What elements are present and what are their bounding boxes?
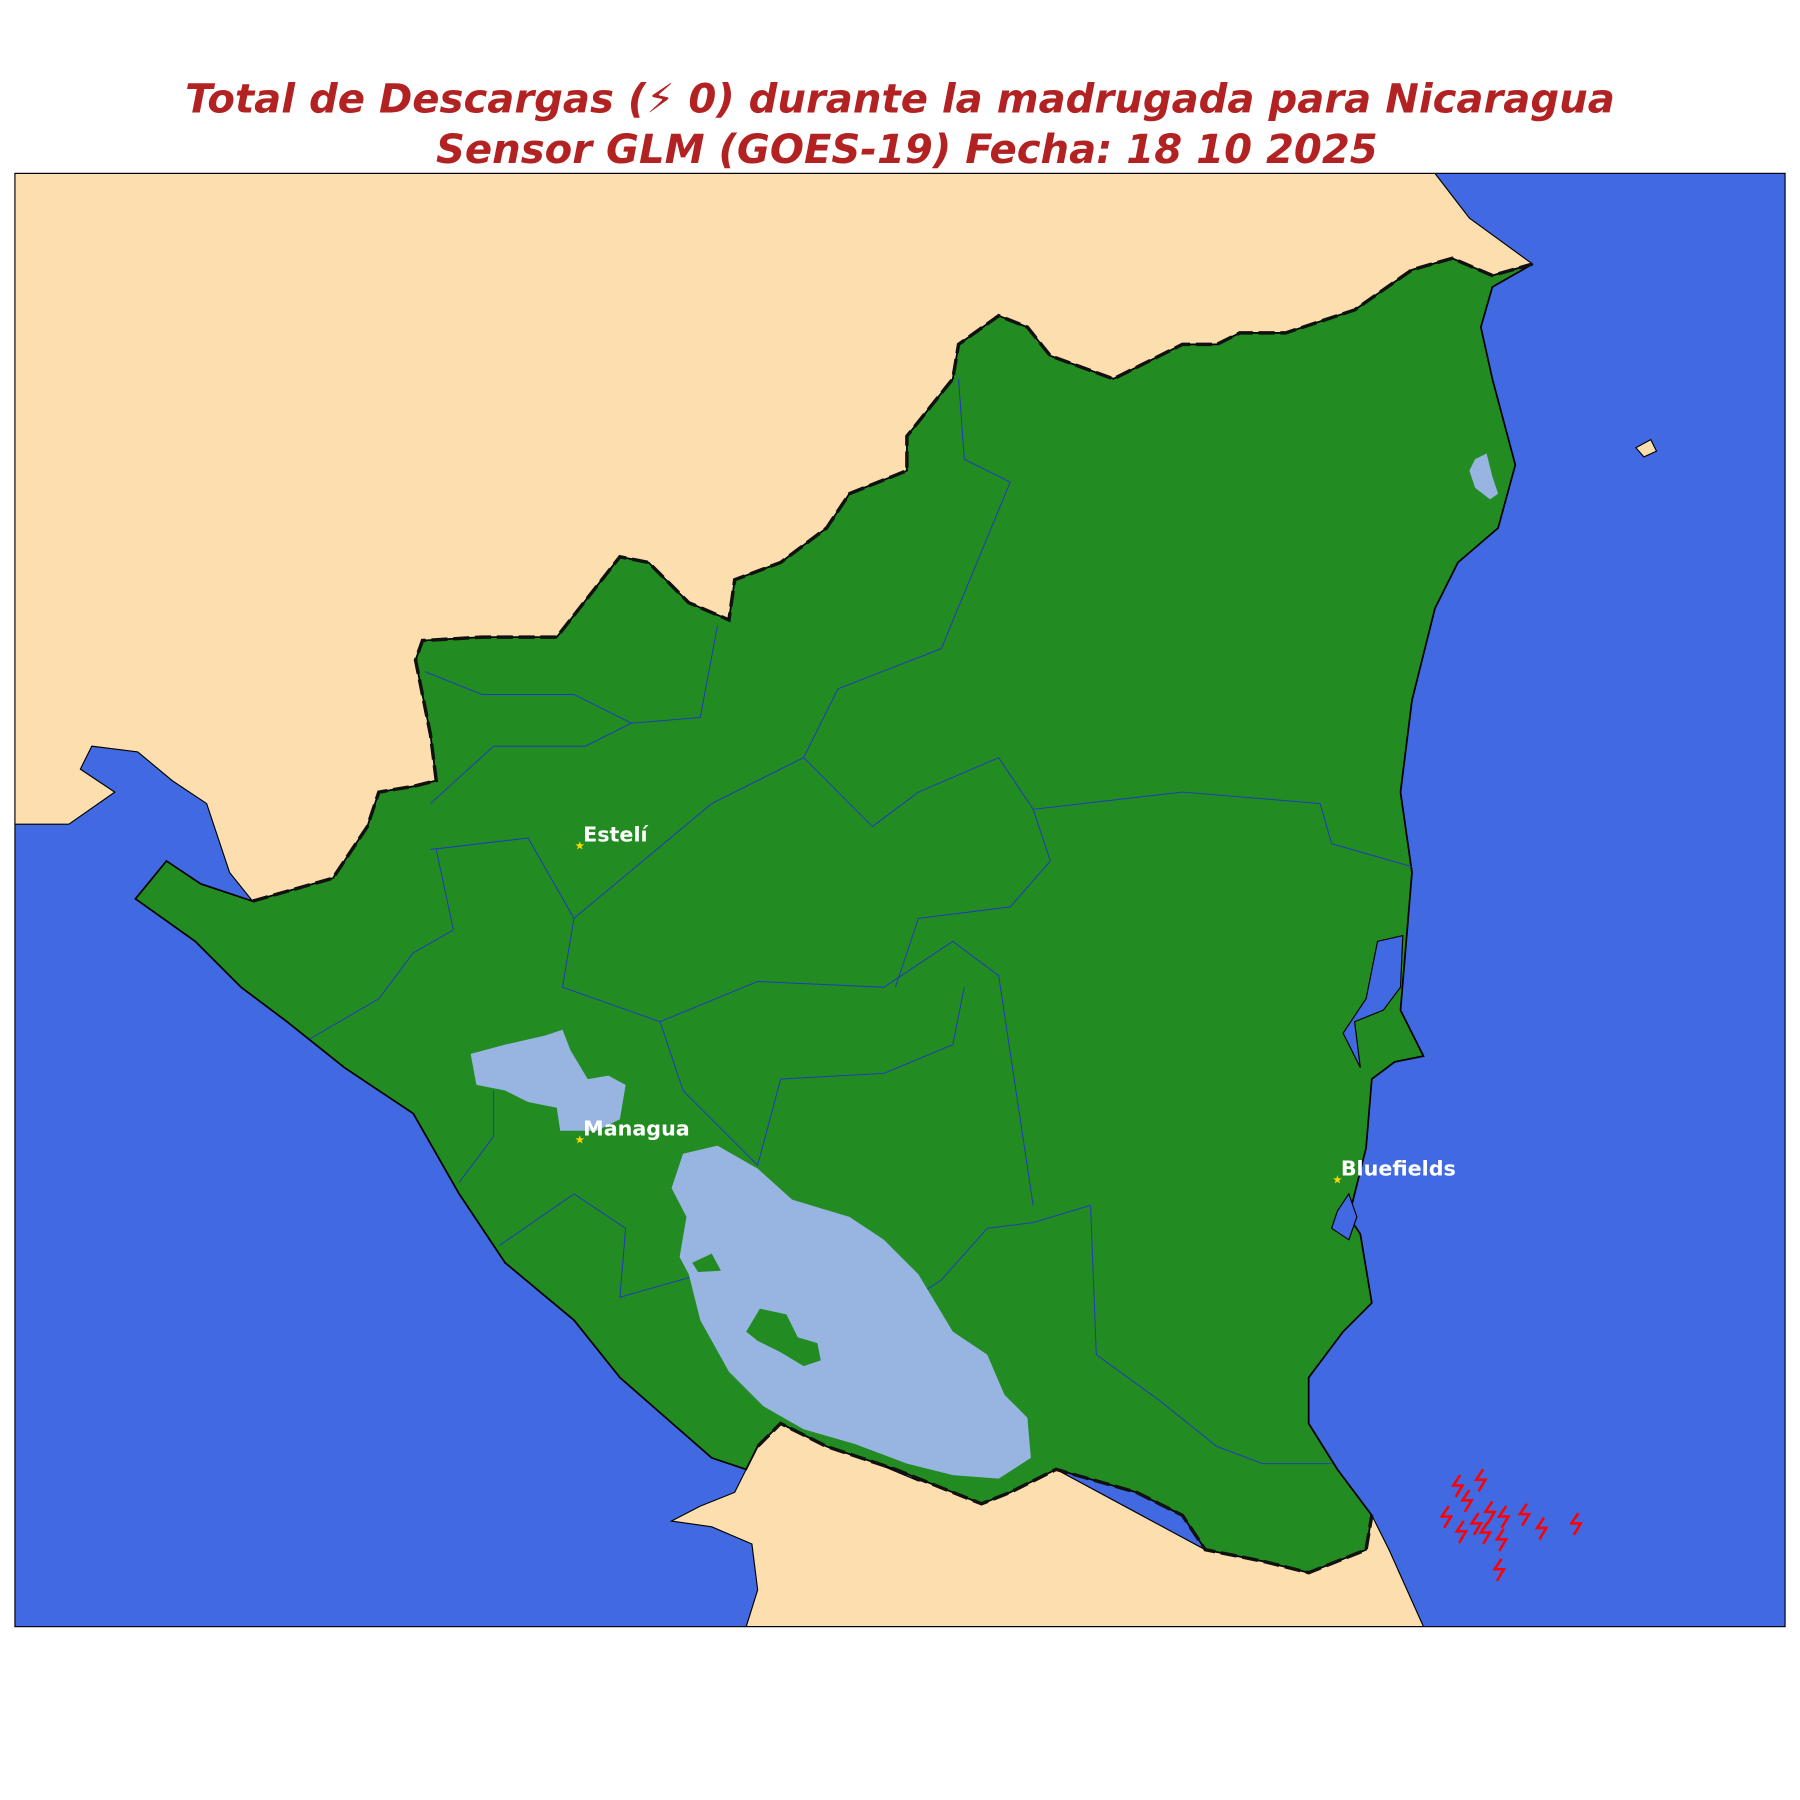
city-label: Managua — [583, 1116, 690, 1140]
city-marker: ★ — [575, 838, 585, 852]
map-area: ★ Estelí ★ Managua ★ Bluefields — [14, 173, 1786, 1627]
city-marker: ★ — [575, 1132, 585, 1146]
pearl-lagoon — [1342, 934, 1404, 1068]
corn-island — [1634, 438, 1658, 458]
map-frame — [14, 172, 1786, 1628]
city-marker: ★ — [1332, 1173, 1342, 1187]
cities: ★ Estelí ★ Managua ★ Bluefields — [575, 822, 1456, 1186]
title-line-2: Sensor GLM (GOES-19) Fecha: 18 10 2025 — [436, 127, 1378, 173]
border-north — [252, 256, 1533, 903]
bluefields-bay — [1330, 1192, 1358, 1241]
lagoon-north — [1469, 453, 1499, 500]
ometepe-island — [746, 1308, 821, 1367]
department-lines — [309, 378, 1413, 1465]
lightning-strikes — [1439, 1468, 1583, 1582]
lake-managua — [470, 1029, 626, 1131]
city-label: Bluefields — [1341, 1157, 1456, 1181]
lake-nicaragua — [671, 1145, 1031, 1479]
city-label: Estelí — [583, 822, 648, 846]
small-island — [692, 1253, 721, 1272]
border-south — [756, 1421, 1374, 1575]
title-line-1: Total de Descargas (⚡ 0) durante la madr… — [185, 77, 1615, 123]
honduras-land — [14, 173, 1534, 902]
